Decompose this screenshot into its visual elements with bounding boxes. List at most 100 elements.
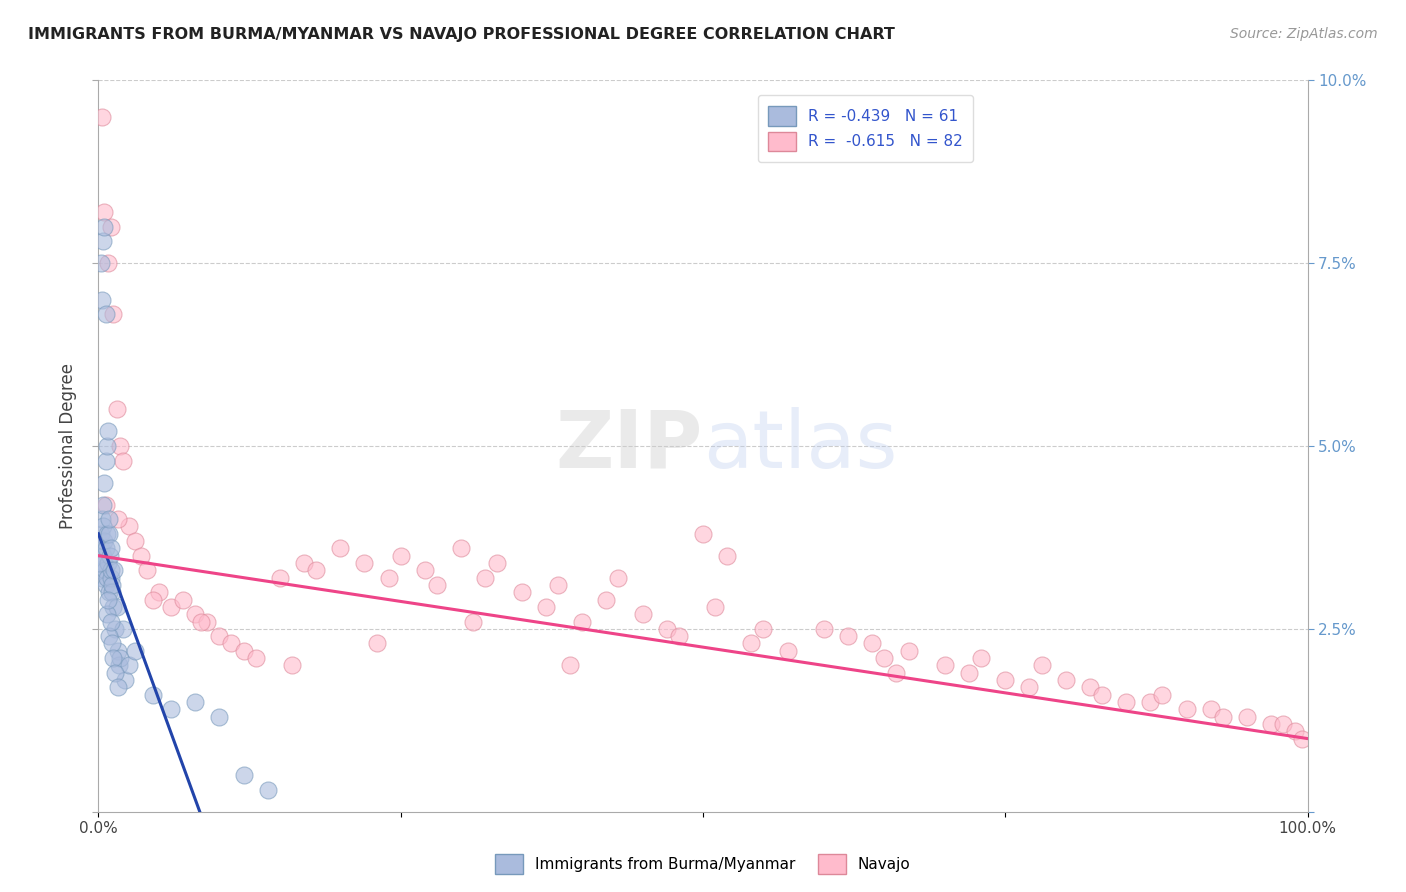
Point — [329, 541, 352, 556]
Point — [98, 629, 121, 643]
Point — [305, 563, 328, 577]
Point — [93, 219, 115, 234]
Point — [142, 688, 165, 702]
Point — [1284, 724, 1306, 739]
Point — [142, 592, 165, 607]
Point — [91, 110, 114, 124]
Point — [94, 541, 117, 556]
Point — [96, 607, 118, 622]
Point — [595, 592, 617, 607]
Point — [1291, 731, 1313, 746]
Point — [208, 629, 231, 643]
Point — [107, 681, 129, 695]
Point — [281, 658, 304, 673]
Point — [1212, 709, 1234, 723]
Point — [104, 665, 127, 680]
Point — [1139, 695, 1161, 709]
Point — [957, 665, 980, 680]
Point — [97, 256, 120, 270]
Point — [195, 615, 218, 629]
Point — [1236, 709, 1258, 723]
Point — [98, 526, 121, 541]
Point — [1175, 702, 1198, 716]
Point — [100, 615, 122, 629]
Legend: R = -0.439   N = 61, R =  -0.615   N = 82: R = -0.439 N = 61, R = -0.615 N = 82 — [758, 95, 973, 162]
Point — [970, 651, 993, 665]
Point — [245, 651, 267, 665]
Point — [87, 556, 110, 570]
Point — [1018, 681, 1040, 695]
Point — [655, 622, 678, 636]
Point — [94, 498, 117, 512]
Text: IMMIGRANTS FROM BURMA/MYANMAR VS NAVAJO PROFESSIONAL DEGREE CORRELATION CHART: IMMIGRANTS FROM BURMA/MYANMAR VS NAVAJO … — [28, 27, 896, 42]
Point — [108, 651, 131, 665]
Point — [104, 622, 127, 636]
Point — [96, 578, 118, 592]
Point — [93, 205, 115, 219]
Point — [101, 578, 124, 592]
Point — [100, 563, 122, 577]
Point — [105, 599, 128, 614]
Point — [91, 571, 114, 585]
Point — [474, 571, 496, 585]
Point — [98, 512, 121, 526]
Point — [256, 782, 278, 797]
Point — [124, 644, 146, 658]
Point — [93, 475, 115, 490]
Point — [107, 644, 129, 658]
Point — [631, 607, 654, 622]
Point — [91, 498, 114, 512]
Point — [1260, 717, 1282, 731]
Point — [221, 636, 243, 650]
Point — [148, 585, 170, 599]
Point — [91, 549, 114, 563]
Point — [190, 615, 212, 629]
Point — [135, 563, 157, 577]
Point — [107, 512, 129, 526]
Point — [108, 658, 131, 673]
Point — [994, 673, 1017, 687]
Text: ZIP: ZIP — [555, 407, 703, 485]
Point — [534, 599, 557, 614]
Point — [463, 615, 485, 629]
Point — [1199, 702, 1222, 716]
Point — [93, 556, 115, 570]
Point — [91, 512, 114, 526]
Point — [96, 571, 118, 585]
Point — [353, 556, 375, 570]
Point — [90, 541, 112, 556]
Point — [97, 585, 120, 599]
Point — [105, 402, 128, 417]
Point — [90, 256, 112, 270]
Point — [100, 219, 122, 234]
Point — [160, 702, 183, 716]
Point — [377, 571, 399, 585]
Point — [232, 768, 254, 782]
Point — [292, 556, 315, 570]
Point — [89, 549, 111, 563]
Point — [450, 541, 472, 556]
Point — [96, 439, 118, 453]
Point — [184, 607, 207, 622]
Point — [232, 644, 254, 658]
Point — [571, 615, 593, 629]
Point — [208, 709, 231, 723]
Point — [1054, 673, 1077, 687]
Point — [269, 571, 291, 585]
Point — [101, 599, 124, 614]
Point — [118, 658, 141, 673]
Text: Source: ZipAtlas.com: Source: ZipAtlas.com — [1230, 27, 1378, 41]
Point — [172, 592, 194, 607]
Point — [1115, 695, 1137, 709]
Point — [100, 585, 122, 599]
Point — [101, 307, 124, 321]
Point — [98, 549, 121, 563]
Point — [716, 549, 738, 563]
Point — [100, 541, 122, 556]
Point — [103, 563, 125, 577]
Point — [607, 571, 630, 585]
Point — [1078, 681, 1101, 695]
Point — [752, 622, 775, 636]
Point — [873, 651, 896, 665]
Point — [96, 526, 118, 541]
